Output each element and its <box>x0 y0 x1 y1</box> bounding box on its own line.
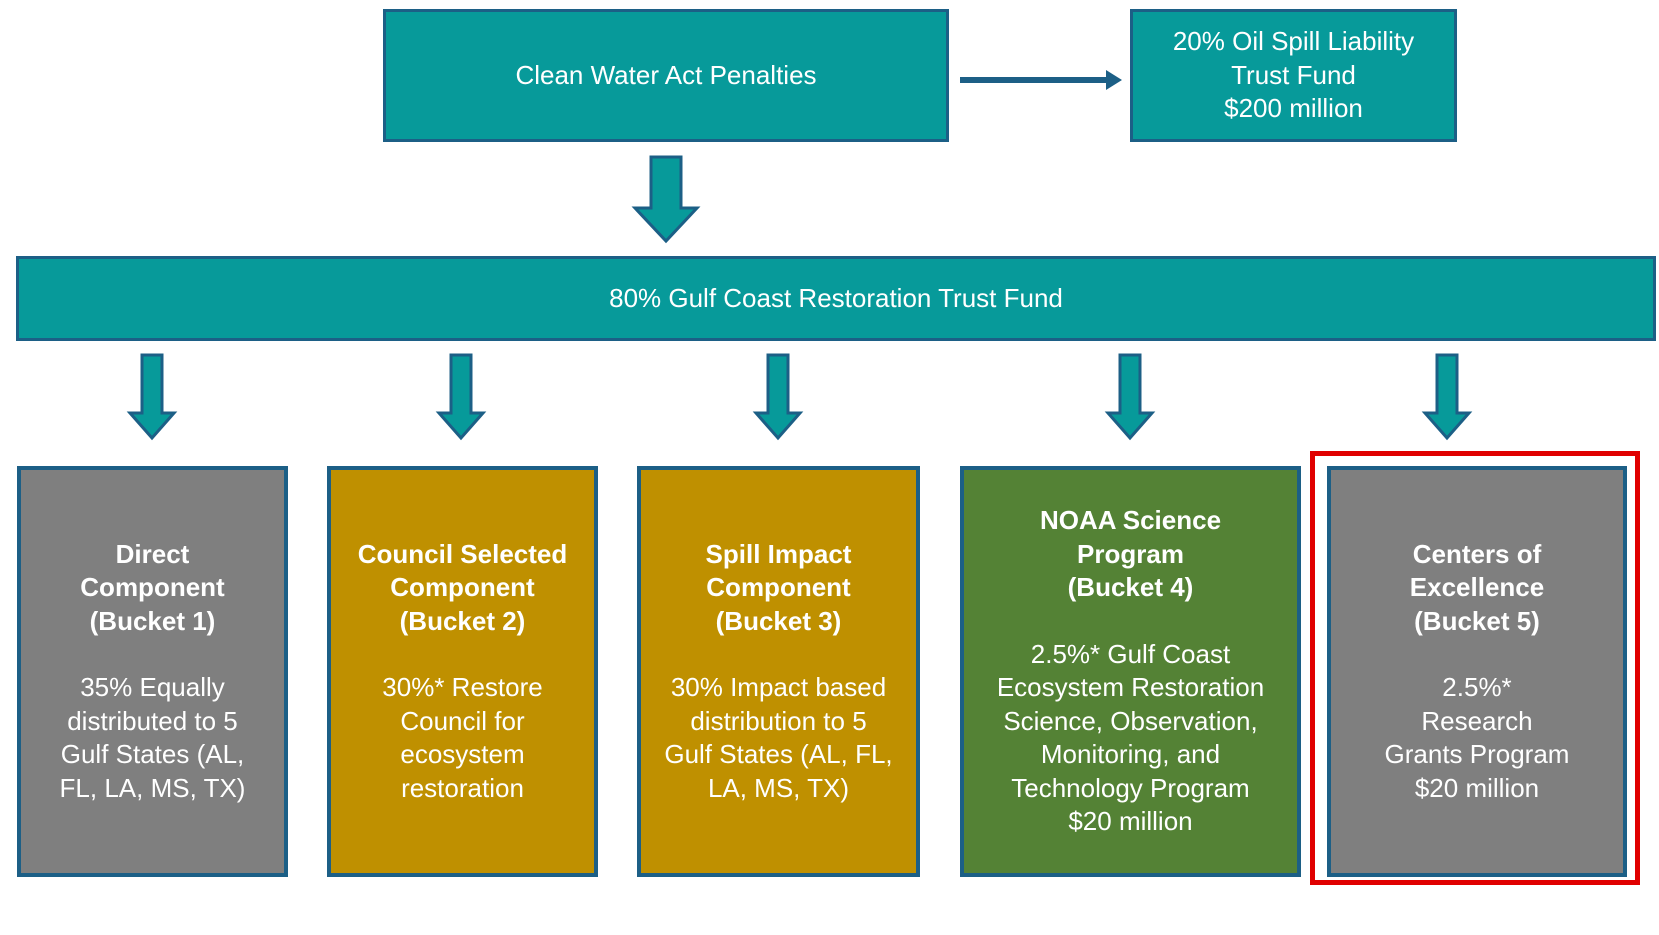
body-line: 30% Impact based <box>670 672 887 703</box>
body-line: Gulf States (AL, FL, <box>664 739 893 770</box>
title-line: (Bucket 4) <box>1067 572 1194 603</box>
bucket-box: Spill Impact Component (Bucket 3) 30% Impac… <box>637 466 920 877</box>
bucket-title: Council Selected Component (Bucket 2) <box>358 538 568 639</box>
box-text: $200 million <box>1224 93 1363 124</box>
body-line: restoration <box>401 772 524 803</box>
bucket-body: 30% Impact based distribution to 5 Gulf St… <box>664 671 892 805</box>
title-line: (Bucket 3) <box>715 605 842 636</box>
down-arrow <box>631 155 701 244</box>
body-line: Science, Observation, <box>1003 705 1258 736</box>
title-line: Spill Impact <box>705 538 852 569</box>
body-line: $20 million <box>1068 806 1193 837</box>
down-arrow <box>752 353 804 441</box>
body-line: $20 million <box>1414 772 1540 803</box>
trust-fund-box: 80% Gulf Coast Restoration Trust Fund <box>16 256 1656 341</box>
side-box: 20% Oil Spill Liability Trust Fund $200 mi… <box>1130 9 1457 142</box>
body-line: Technology Program <box>1011 772 1250 803</box>
body-line: Research <box>1421 705 1533 736</box>
box-text: Clean Water Act Penalties <box>515 59 817 90</box>
top-box: Clean Water Act Penalties <box>383 9 949 142</box>
bucket-body: 2.5%* Research Grants Program $20 million <box>1385 671 1570 805</box>
arrow-head <box>1106 70 1122 90</box>
body-line: 30%* Restore <box>382 672 543 703</box>
title-line: Component <box>80 572 225 603</box>
bucket-body: 30%* Restore Council for ecosystem restorat… <box>382 671 542 805</box>
bucket-box: Centers of Excellence (Bucket 5) 2.5%* Resea… <box>1327 466 1627 877</box>
title-line: (Bucket 1) <box>89 605 216 636</box>
box-text: 80% Gulf Coast Restoration Trust Fund <box>609 282 1063 313</box>
bucket-body: 35% Equally distributed to 5 Gulf States (… <box>60 671 246 805</box>
body-line: Grants Program <box>1384 739 1570 770</box>
body-line: Monitoring, and <box>1040 739 1221 770</box>
bucket-title: Centers of Excellence (Bucket 5) <box>1410 538 1544 639</box>
title-line: Component <box>706 572 851 603</box>
body-line: 2.5%* Gulf Coast <box>1030 638 1231 669</box>
bucket-title: Direct Component (Bucket 1) <box>80 538 224 639</box>
bucket-title: NOAA Science Program (Bucket 4) <box>1040 504 1221 605</box>
body-line: ecosystem <box>400 739 525 770</box>
title-line: (Bucket 2) <box>399 605 526 636</box>
arrow-group <box>126 155 1473 441</box>
body-line: LA, MS, TX) <box>707 772 850 803</box>
highlight-border <box>1310 451 1640 885</box>
bucket-box: Council Selected Component (Bucket 2) 30%* … <box>327 466 598 877</box>
body-line: Ecosystem Restoration <box>996 672 1265 703</box>
title-line: (Bucket 5) <box>1414 605 1540 636</box>
title-line: Centers of <box>1412 538 1542 569</box>
body-line: 35% Equally <box>80 672 225 703</box>
bucket-title: Spill Impact Component (Bucket 3) <box>706 538 852 639</box>
body-line: distributed to 5 <box>67 705 238 736</box>
down-arrow <box>126 353 178 441</box>
body-line: Gulf States (AL, <box>60 739 245 770</box>
body-line: 2.5%* <box>1442 672 1512 703</box>
box-text: Trust Fund <box>1231 59 1356 90</box>
down-arrow <box>1421 353 1473 441</box>
bucket-body: 2.5%* Gulf Coast Ecosystem Restoration Sci… <box>997 638 1264 839</box>
down-arrow <box>435 353 487 441</box>
title-line: Direct <box>115 538 190 569</box>
title-line: Component <box>390 572 535 603</box>
body-line: distribution to 5 <box>690 705 867 736</box>
box-text: 20% Oil Spill Liability <box>1172 26 1415 57</box>
bucket-box: Direct Component (Bucket 1) 35% Equally dist… <box>17 466 288 877</box>
bucket-box: NOAA Science Program (Bucket 4) 2.5%* Gulf … <box>960 466 1301 877</box>
body-line: FL, LA, MS, TX) <box>59 772 246 803</box>
title-line: Excellence <box>1409 572 1545 603</box>
down-arrow <box>1104 353 1156 441</box>
title-line: NOAA Science <box>1039 505 1222 536</box>
title-line: Program <box>1077 538 1184 569</box>
title-line: Council Selected <box>357 538 568 569</box>
body-line: Council for <box>400 705 525 736</box>
